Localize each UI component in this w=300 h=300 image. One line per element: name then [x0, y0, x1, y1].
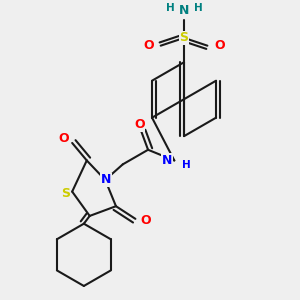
Text: S: S [179, 32, 188, 44]
Text: H: H [194, 3, 203, 13]
Text: S: S [61, 187, 70, 200]
Text: O: O [140, 214, 151, 227]
Text: N: N [179, 4, 189, 17]
Text: N: N [101, 173, 111, 186]
Text: O: O [58, 132, 69, 145]
Text: O: O [134, 118, 145, 131]
Text: O: O [143, 39, 154, 52]
Text: N: N [162, 154, 172, 167]
Text: O: O [214, 39, 225, 52]
Text: H: H [182, 160, 191, 170]
Text: H: H [166, 3, 174, 13]
